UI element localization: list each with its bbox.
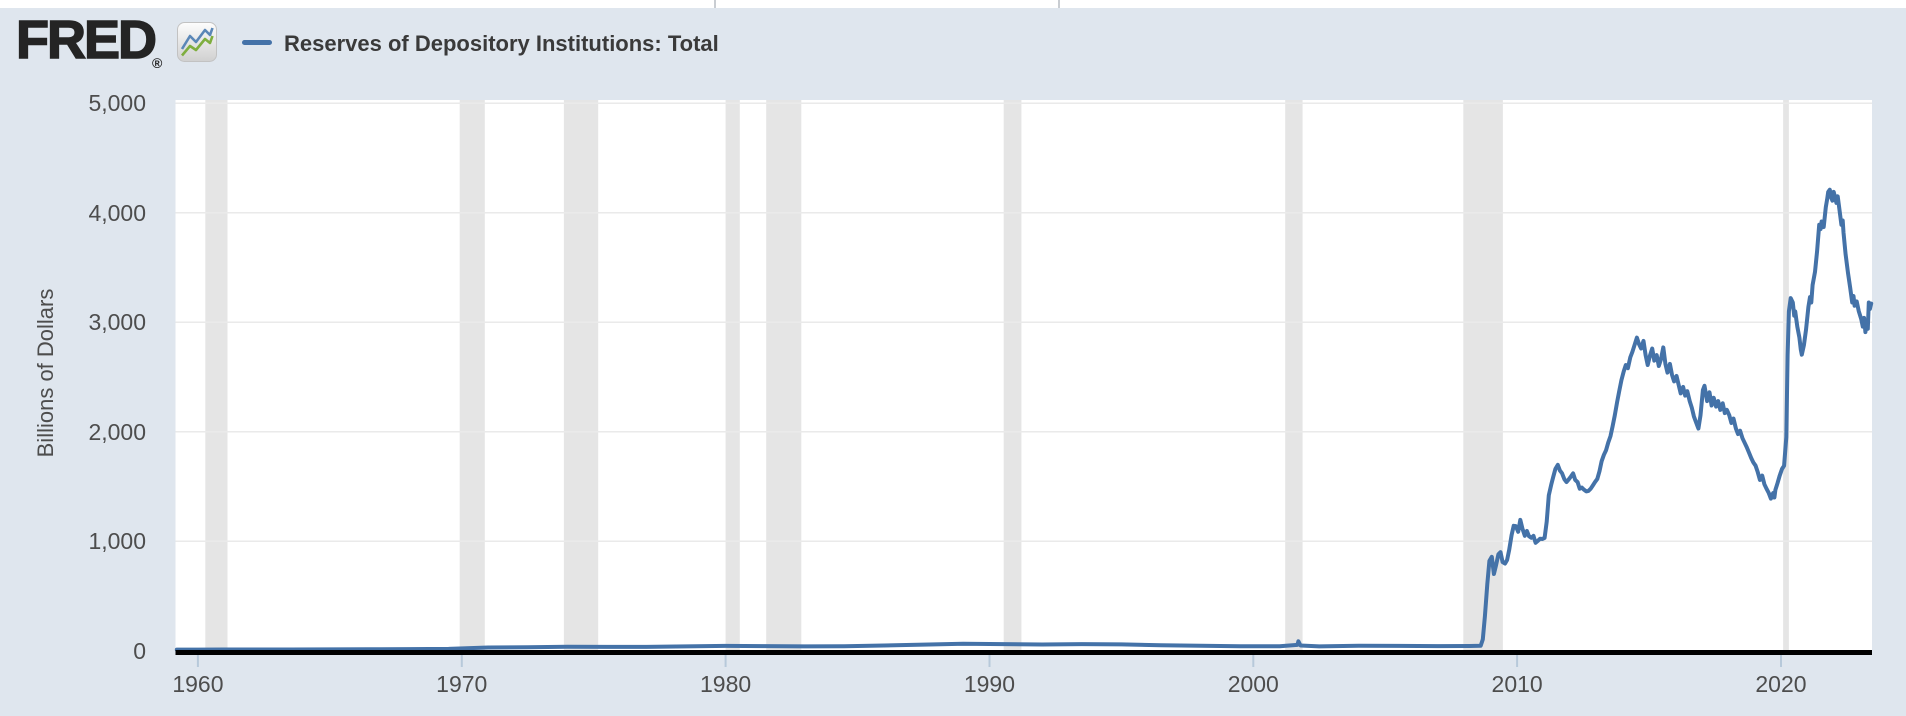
zero-axis-line xyxy=(175,650,1872,655)
fred-logo-text: FRED xyxy=(15,10,158,70)
recession-band xyxy=(1285,100,1303,653)
recession-band xyxy=(1003,100,1022,653)
data-line xyxy=(174,187,1874,652)
recession-band xyxy=(205,100,228,653)
legend-line-swatch xyxy=(242,40,272,45)
series-title: Reserves of Depository Institutions: Tot… xyxy=(284,31,719,56)
fred-logo[interactable]: FRED® xyxy=(15,12,165,71)
icon-green-line xyxy=(181,35,214,57)
recession-band xyxy=(563,100,599,653)
recession-band xyxy=(766,100,802,653)
fred-sparkline-icon xyxy=(177,22,217,62)
plot-background xyxy=(175,100,1872,655)
top-edge-strip xyxy=(0,0,1906,8)
recession-band xyxy=(459,100,485,653)
registered-trademark-symbol: ® xyxy=(152,55,163,71)
icon-blue-line xyxy=(180,27,214,50)
top-strip-separator xyxy=(1058,0,1060,8)
recession-band xyxy=(1463,100,1503,653)
top-strip-separator xyxy=(714,0,716,8)
recession-band xyxy=(725,100,740,653)
